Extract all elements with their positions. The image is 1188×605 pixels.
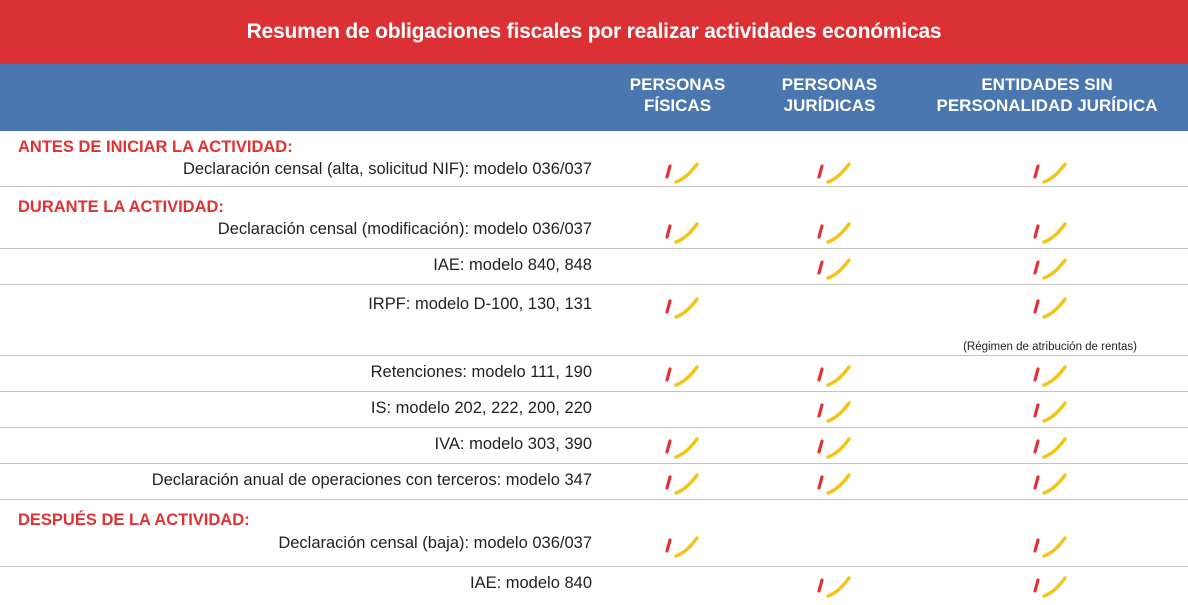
- row-label: Declaración anual de operaciones con ter…: [151, 471, 592, 489]
- check-mark-icon: [812, 572, 852, 600]
- check-mark-icon: [660, 469, 700, 497]
- check-mark-icon: [1028, 361, 1068, 389]
- check-mark-icon: [1028, 433, 1068, 461]
- check-mark-icon: [812, 433, 852, 461]
- check-mark-icon: [812, 218, 852, 246]
- row-divider: [0, 427, 1188, 428]
- row-label: IAE: modelo 840, 848: [433, 256, 592, 274]
- row-label: IRPF: modelo D-100, 130, 131: [368, 295, 592, 313]
- table-title: Resumen de obligaciones fiscales por rea…: [0, 0, 1188, 64]
- row-label: Declaración censal (baja): modelo 036/03…: [278, 534, 592, 552]
- check-mark-icon: [660, 293, 700, 321]
- check-mark-icon: [1028, 532, 1068, 560]
- column-header-entidades-sin-personalidad: ENTIDADES SIN PERSONALIDAD JURÍDICA: [936, 75, 1158, 115]
- column-header-personas-fisicas: PERSONAS FÍSICAS: [629, 75, 726, 115]
- check-mark-icon: [660, 532, 700, 560]
- check-mark-icon: [1028, 572, 1068, 600]
- row-divider: [0, 391, 1188, 392]
- check-mark-icon: [812, 254, 852, 282]
- row-label: IAE: modelo 840: [470, 574, 592, 592]
- row-divider: [0, 499, 1188, 500]
- check-mark-icon: [812, 397, 852, 425]
- row-divider: [0, 355, 1188, 356]
- check-mark-icon: [1028, 397, 1068, 425]
- check-mark-icon: [1028, 218, 1068, 246]
- check-mark-icon: [812, 469, 852, 497]
- check-mark-icon: [1028, 254, 1068, 282]
- row-divider: [0, 284, 1188, 285]
- row-label: Declaración censal (alta, solicitud NIF)…: [182, 160, 592, 178]
- column-header-personas-juridicas: PERSONAS JURÍDICAS: [781, 75, 878, 115]
- row-divider: [0, 566, 1188, 567]
- row-divider: [0, 463, 1188, 464]
- section-heading-antes: ANTES DE INICIAR LA ACTIVIDAD:: [18, 138, 293, 156]
- check-mark-icon: [660, 218, 700, 246]
- row-label: IVA: modelo 303, 390: [434, 435, 592, 453]
- row-note: (Régimen de atribución de rentas): [963, 341, 1137, 353]
- check-mark-icon: [812, 158, 852, 186]
- row-divider: [0, 186, 1188, 187]
- column-header-bar: PERSONAS FÍSICAS PERSONAS JURÍDICAS ENTI…: [0, 64, 1188, 131]
- check-mark-icon: [1028, 293, 1068, 321]
- check-mark-icon: [1028, 158, 1068, 186]
- check-mark-icon: [660, 433, 700, 461]
- row-label: IS: modelo 202, 222, 200, 220: [370, 399, 592, 417]
- check-mark-icon: [812, 361, 852, 389]
- section-heading-despues: DESPUÉS DE LA ACTIVIDAD:: [18, 511, 250, 529]
- section-heading-durante: DURANTE LA ACTIVIDAD:: [18, 198, 224, 216]
- check-mark-icon: [660, 361, 700, 389]
- row-divider: [0, 248, 1188, 249]
- check-mark-icon: [1028, 469, 1068, 497]
- row-label: Declaración censal (modificación): model…: [217, 220, 592, 238]
- row-label: Retenciones: modelo 111, 190: [370, 363, 592, 381]
- check-mark-icon: [660, 158, 700, 186]
